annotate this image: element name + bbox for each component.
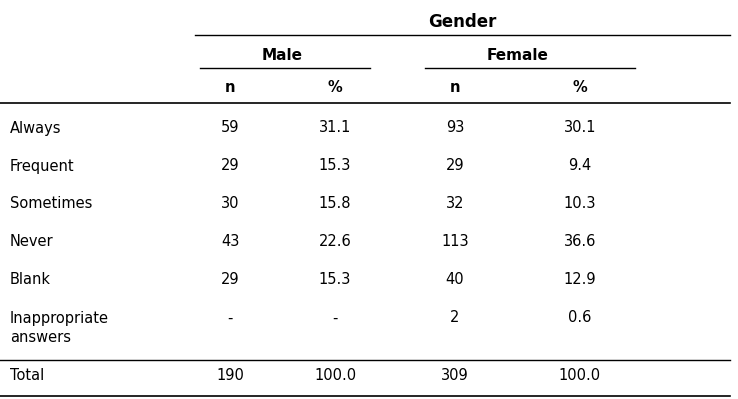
Text: 29: 29 — [446, 158, 464, 174]
Text: Male: Male — [262, 47, 303, 63]
Text: 30: 30 — [221, 196, 239, 211]
Text: 93: 93 — [446, 120, 464, 136]
Text: %: % — [328, 81, 342, 95]
Text: Sometimes: Sometimes — [10, 196, 92, 211]
Text: -: - — [332, 310, 338, 326]
Text: Inappropriate: Inappropriate — [10, 310, 109, 326]
Text: 0.6: 0.6 — [568, 310, 592, 326]
Text: 15.3: 15.3 — [319, 158, 351, 174]
Text: 100.0: 100.0 — [559, 369, 601, 383]
Text: Always: Always — [10, 120, 61, 136]
Text: 32: 32 — [446, 196, 464, 211]
Text: Frequent: Frequent — [10, 158, 75, 174]
Text: 100.0: 100.0 — [314, 369, 356, 383]
Text: 43: 43 — [221, 235, 239, 249]
Text: Total: Total — [10, 369, 44, 383]
Text: %: % — [573, 81, 587, 95]
Text: 40: 40 — [446, 273, 464, 288]
Text: 36.6: 36.6 — [564, 235, 596, 249]
Text: 31.1: 31.1 — [319, 120, 351, 136]
Text: 59: 59 — [221, 120, 239, 136]
Text: 22.6: 22.6 — [319, 235, 351, 249]
Text: 309: 309 — [441, 369, 469, 383]
Text: 29: 29 — [221, 158, 239, 174]
Text: 30.1: 30.1 — [564, 120, 596, 136]
Text: 9.4: 9.4 — [568, 158, 592, 174]
Text: n: n — [225, 81, 235, 95]
Text: Female: Female — [486, 47, 548, 63]
Text: 15.8: 15.8 — [319, 196, 351, 211]
Text: -: - — [227, 310, 232, 326]
Text: 15.3: 15.3 — [319, 273, 351, 288]
Text: answers: answers — [10, 330, 71, 346]
Text: 10.3: 10.3 — [564, 196, 596, 211]
Text: Never: Never — [10, 235, 54, 249]
Text: 113: 113 — [441, 235, 469, 249]
Text: Blank: Blank — [10, 273, 51, 288]
Text: 2: 2 — [450, 310, 460, 326]
Text: Gender: Gender — [428, 13, 497, 31]
Text: n: n — [449, 81, 461, 95]
Text: 29: 29 — [221, 273, 239, 288]
Text: 12.9: 12.9 — [564, 273, 596, 288]
Text: 190: 190 — [216, 369, 244, 383]
